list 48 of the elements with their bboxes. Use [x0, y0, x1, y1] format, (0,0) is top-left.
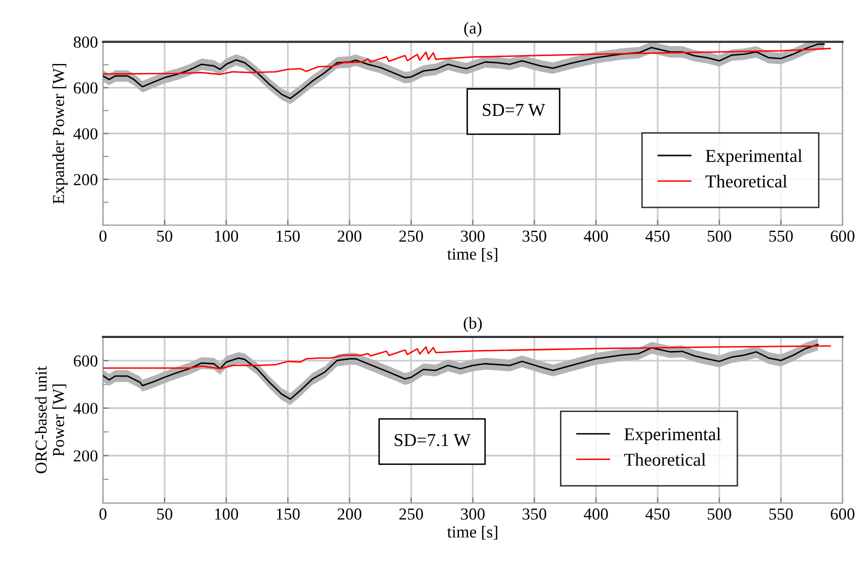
- y-tick-label: 200: [74, 450, 98, 462]
- x-tick-label: 150: [276, 508, 300, 520]
- x-tick-label: 50: [157, 508, 172, 520]
- legend-label: Experimental: [706, 149, 802, 166]
- x-axis-title: time [s]: [447, 526, 498, 540]
- x-axis-title: time [s]: [447, 248, 498, 262]
- y-tick-label: 200: [74, 174, 98, 186]
- line-series: [102, 48, 831, 76]
- chart-title: (b): [464, 317, 482, 332]
- x-tick-label: 450: [645, 508, 670, 520]
- y-axis-title: Expander Power [W]: [52, 64, 68, 204]
- legend-label: Experimental: [624, 428, 721, 444]
- x-tick-label: 150: [276, 230, 300, 242]
- y-axis-title: ORC-based unit Power [W]: [35, 366, 66, 474]
- x-tick-label: 100: [215, 230, 238, 242]
- x-tick-label: 350: [522, 508, 546, 520]
- x-tick-label: 400: [584, 230, 608, 242]
- x-tick-label: 450: [645, 230, 670, 242]
- x-tick-label: 250: [399, 508, 423, 520]
- annotation: SD=7 W: [482, 104, 546, 116]
- y-tick-label: 600: [74, 82, 98, 94]
- y-tick-label: 400: [73, 128, 98, 140]
- x-tick-label: 0: [99, 508, 106, 520]
- x-tick-label: 200: [338, 230, 362, 242]
- x-tick-label: 550: [769, 508, 793, 520]
- x-tick-label: 350: [522, 230, 546, 242]
- legend-label: Theoretical: [706, 174, 788, 188]
- x-tick-label: 400: [584, 508, 608, 520]
- x-tick-label: 300: [461, 230, 485, 242]
- x-tick-label: 500: [708, 508, 732, 520]
- x-tick-label: 0: [99, 230, 106, 242]
- x-tick-label: 50: [157, 230, 172, 242]
- chart-title: (a): [464, 22, 482, 38]
- x-tick-label: 550: [769, 230, 793, 242]
- x-tick-label: 250: [399, 230, 423, 242]
- x-tick-label: 200: [338, 508, 362, 520]
- line-series: [102, 344, 819, 400]
- x-tick-label: 600: [830, 230, 854, 242]
- y-tick-label: 800: [74, 36, 98, 48]
- line-series: [102, 345, 831, 370]
- x-tick-label: 600: [830, 508, 854, 520]
- x-tick-label: 300: [461, 508, 485, 520]
- legend-label: Theoretical: [624, 453, 706, 466]
- y-tick-label: 600: [74, 355, 98, 367]
- x-tick-label: 100: [215, 508, 238, 520]
- x-tick-label: 500: [708, 230, 732, 242]
- annotation: SD=7.1 W: [394, 434, 471, 446]
- y-tick-label: 400: [73, 402, 98, 414]
